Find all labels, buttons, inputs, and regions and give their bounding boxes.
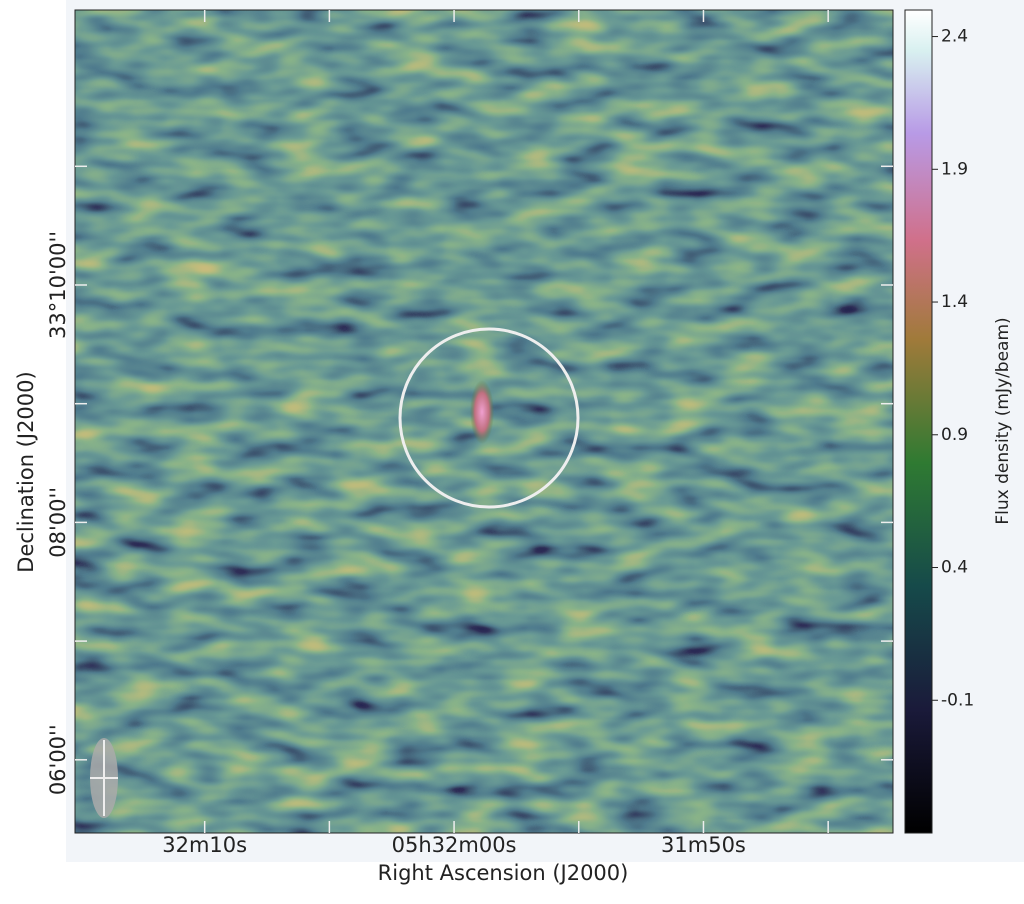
colorbar-tick-label: 1.9 (941, 159, 968, 179)
colorbar-ticks: 2.4 1.9 1.4 0.9 0.4 -0.1 (932, 27, 974, 710)
colorbar-tick-label: 0.4 (941, 558, 968, 578)
colorbar-tick-label: 2.4 (941, 27, 968, 47)
colorbar-tick-label: -0.1 (941, 690, 974, 710)
annotation-circle (398, 327, 580, 509)
x-tick-label: 31m50s (661, 833, 746, 857)
colorbar-tick-label: 1.4 (941, 292, 968, 312)
y-tick-label: 08'00'' (46, 487, 70, 558)
x-axis-label: Right Ascension (J2000) (378, 861, 629, 885)
source (470, 380, 494, 444)
y-tick-label: 06'00'' (46, 724, 70, 795)
image (75, 10, 893, 833)
y-tick-label: 33°10'00'' (46, 231, 70, 339)
beam (90, 738, 118, 818)
x-tick-label: 32m10s (162, 833, 247, 857)
frame (74, 9, 894, 834)
y-axis-label: Declination (J2000) (14, 371, 38, 572)
colorbar-tick-label: 0.9 (941, 425, 968, 445)
x-tick-label: 05h32m00s (392, 833, 517, 857)
colorbar (904, 9, 933, 834)
colorbar-label: Flux density (mJy/beam) (993, 317, 1013, 524)
